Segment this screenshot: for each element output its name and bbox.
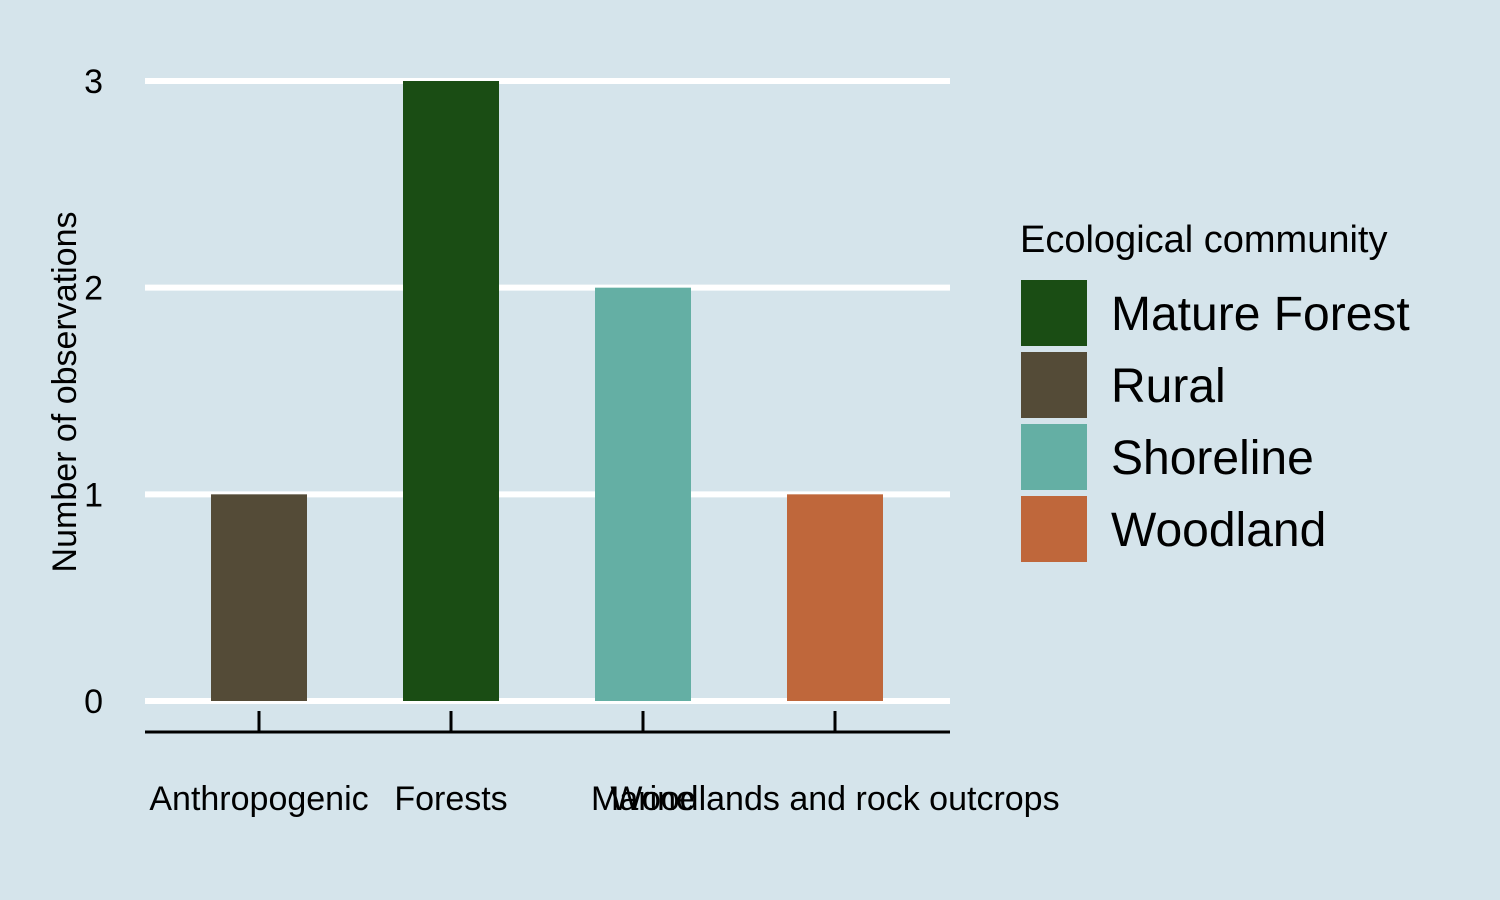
x-axis: [145, 711, 950, 734]
legend-entry-label: Woodland: [1111, 504, 1326, 557]
x-tick-label: Forests: [394, 780, 507, 818]
x-tick-label: Marine: [591, 780, 695, 818]
legend-swatch: [1021, 424, 1087, 490]
x-tick-label: Woodlands and rock outcrops: [610, 780, 1059, 818]
legend-entry-label: Mature Forest: [1111, 288, 1410, 341]
y-axis-label: Number of observations: [46, 212, 84, 573]
legend-entry-label: Rural: [1111, 360, 1226, 413]
legend-title: Ecological community: [1020, 219, 1387, 261]
bar: [403, 81, 499, 701]
bar: [211, 494, 307, 701]
bar: [595, 287, 691, 701]
bar: [787, 494, 883, 701]
legend-swatch: [1021, 280, 1087, 346]
bars: [211, 81, 883, 701]
legend-swatch: [1021, 352, 1087, 418]
legend: Ecological community Mature Forest Rural S…: [1020, 219, 1410, 562]
x-tick-label: Anthropogenic: [149, 780, 368, 818]
legend-swatch: [1021, 496, 1087, 562]
y-tick-label: 1: [84, 476, 103, 514]
y-axis-tick-labels: 0 1 2 3: [84, 63, 103, 721]
y-tick-label: 3: [84, 63, 103, 101]
y-tick-label: 0: [84, 683, 103, 721]
legend-entry-label: Shoreline: [1111, 432, 1314, 485]
y-tick-label: 2: [84, 270, 103, 308]
